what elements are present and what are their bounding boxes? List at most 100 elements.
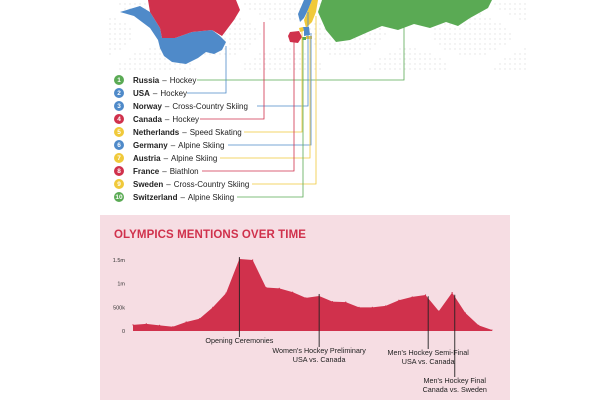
ranking-separator: –: [164, 114, 170, 124]
ranking-sport: Cross-Country Skiing: [173, 179, 250, 189]
data-point: [371, 306, 373, 308]
leader-line: [244, 30, 303, 133]
ranking-country: Russia: [133, 75, 160, 85]
data-point: [478, 324, 480, 326]
chart-title: OLYMPICS MENTIONS OVER TIME: [114, 229, 307, 241]
data-point: [158, 324, 161, 326]
data-point: [438, 310, 440, 312]
data-point: [491, 329, 493, 331]
ranking-item-8: 8 France – Biathlon: [114, 165, 199, 177]
ranking-item-3: 3 Norway – Cross-Country Skiing: [114, 100, 248, 112]
data-point: [265, 286, 267, 289]
country-norway: [298, 0, 312, 22]
ranking-item-1: 1 Russia – Hockey: [114, 74, 196, 86]
rank-badge: 1: [114, 75, 124, 85]
annotation-label: USA vs. Canada: [402, 357, 455, 366]
leader-line: [220, 38, 311, 159]
data-point: [331, 301, 334, 303]
data-point: [358, 306, 360, 308]
ranking-country: France: [133, 166, 160, 176]
data-point: [291, 291, 294, 293]
mentions-chart-panel: OLYMPICS MENTIONS OVER TIME 0 500k 1m 1.5m O…: [100, 215, 510, 400]
rank-badge: 5: [114, 127, 124, 137]
ranking-sport: Alpine Skiing: [178, 140, 225, 150]
rank-badge: 3: [114, 101, 124, 111]
ranking-country: Germany: [133, 140, 168, 150]
country-austria: [306, 36, 312, 39]
annotation-label: Canada vs. Sweden: [423, 385, 487, 394]
ranking-separator: –: [170, 140, 176, 150]
ranking-sport: Speed Skating: [189, 127, 242, 137]
leader-line: [257, 12, 309, 107]
data-point: [132, 324, 134, 326]
leader-line: [197, 22, 405, 81]
leader-line: [200, 22, 265, 120]
ranking-item-6: 6 Germany – Alpine Skiing: [114, 139, 224, 151]
ranking-country: Austria: [133, 153, 161, 163]
ranking-sport: Hockey: [160, 88, 188, 98]
ranking-item-2: 2 USA – Hockey: [114, 87, 187, 99]
annotation-label: Women's Hockey Preliminary: [272, 346, 366, 355]
ranking-country: Switzerland: [133, 192, 178, 202]
data-point: [172, 326, 174, 328]
world-map: 1 Russia – Hockey 2 USA – Hockey 3 Norwa…: [109, 0, 526, 203]
country-netherlands: [299, 27, 304, 32]
ranking-sport: Hockey: [169, 75, 197, 85]
data-point: [411, 296, 413, 298]
rank-badge: 2: [114, 88, 124, 98]
country-sweden: [304, 0, 318, 28]
y-tick-label: 1m: [117, 282, 125, 288]
data-point: [398, 299, 400, 301]
annotation-label: Opening Ceremonies: [205, 336, 273, 345]
data-point: [185, 321, 187, 323]
annotation-label: Men's Hockey Final: [424, 376, 487, 385]
ranking-country: Netherlands: [133, 127, 180, 137]
rank-badge: 4: [114, 114, 124, 124]
rank-badge: 8: [114, 166, 124, 176]
leader-line: [228, 33, 312, 146]
rank-badge: 7: [114, 153, 124, 163]
y-tick-label: 500k: [113, 305, 125, 311]
rank-badge: 9: [114, 179, 124, 189]
ranking-sport: Alpine Skiing: [171, 153, 218, 163]
y-tick-label: 1.5m: [113, 258, 126, 264]
ranking-separator: –: [162, 166, 167, 176]
data-point: [252, 259, 254, 261]
ranking-item-9: 9 Sweden – Cross-Country Skiing: [114, 178, 249, 190]
ranking-country: Norway: [133, 101, 162, 111]
ranking-separator: –: [164, 101, 170, 111]
ranking-item-4: 4 Canada – Hockey: [114, 113, 199, 125]
data-point: [198, 318, 201, 320]
data-point: [464, 312, 467, 314]
ranking-separator: –: [163, 153, 169, 163]
ranking-item-10: 10 Switzerland – Alpine Skiing: [114, 191, 234, 203]
data-point: [451, 292, 453, 294]
data-point: [145, 323, 147, 325]
country-germany: [303, 27, 310, 36]
data-point: [278, 287, 280, 289]
country-usa: [120, 6, 226, 64]
leader-line: [187, 46, 227, 94]
y-tick-label: 0: [122, 329, 125, 335]
mentions-area: [133, 259, 492, 331]
ranking-sport: Cross-Country Skiing: [172, 101, 248, 111]
leader-lines: [187, 12, 405, 198]
ranking-sport: Hockey: [172, 114, 200, 124]
ranking-separator: –: [166, 179, 171, 189]
country-france: [288, 31, 302, 43]
data-point: [424, 294, 427, 296]
data-point: [305, 297, 307, 299]
leader-line: [237, 39, 304, 198]
ranking-separator: –: [152, 88, 158, 98]
data-point: [385, 305, 387, 307]
ranking-country: Canada: [133, 114, 162, 124]
data-point: [225, 292, 227, 294]
leader-line: [252, 16, 317, 185]
map-canvas: [109, 0, 526, 198]
leader-line: [202, 40, 295, 172]
rank-badge: 6: [114, 140, 124, 150]
country-canada: [148, 0, 240, 38]
ranking-sport: Alpine Skiing: [187, 192, 235, 202]
data-point: [345, 301, 347, 303]
